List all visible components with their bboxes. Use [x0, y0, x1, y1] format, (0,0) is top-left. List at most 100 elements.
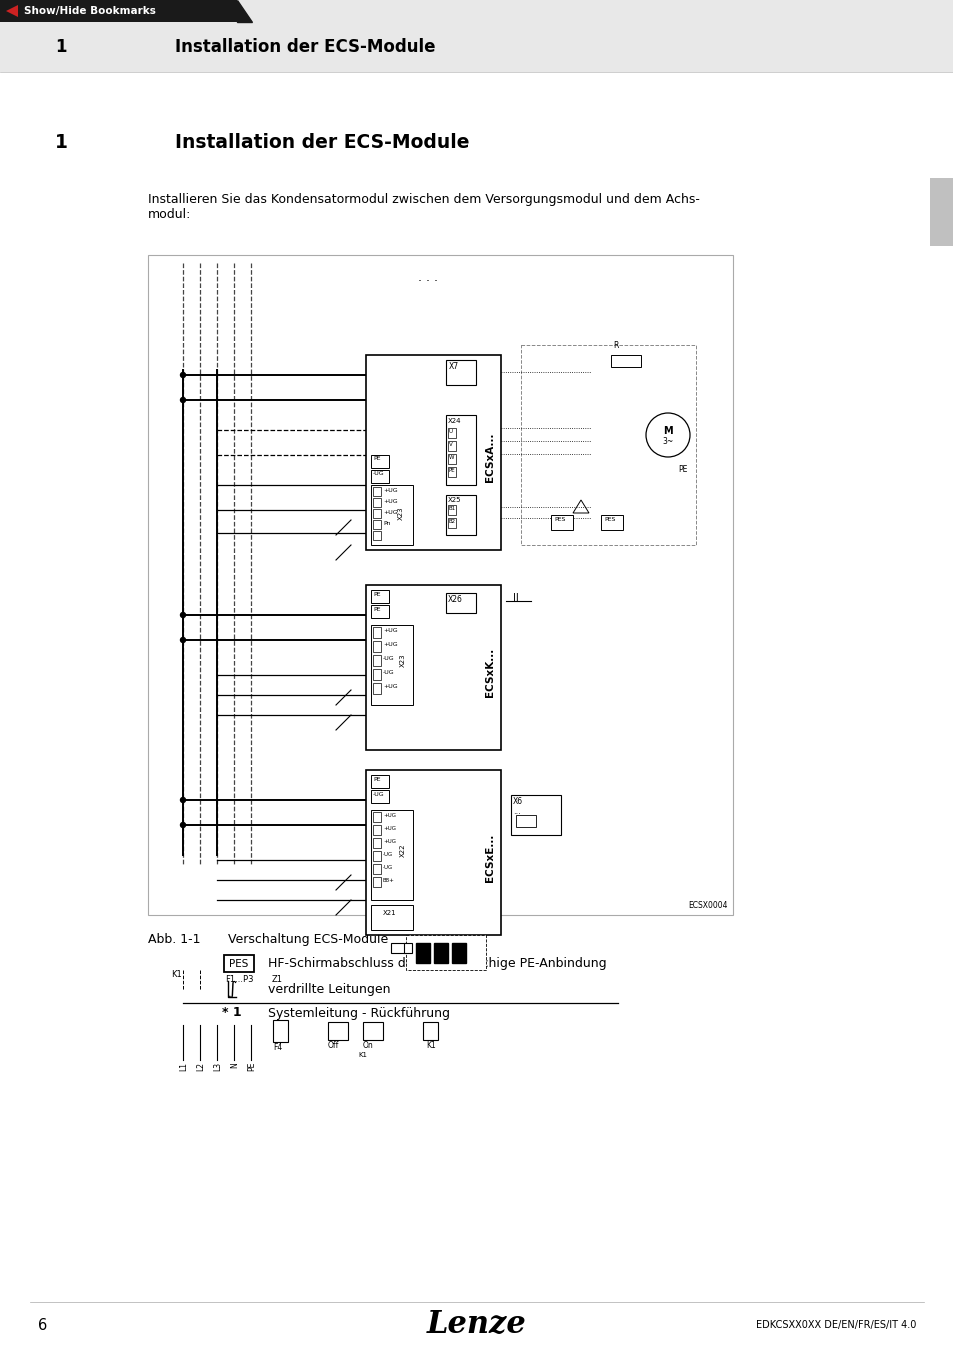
Text: X22: X22	[399, 843, 406, 857]
Bar	[403, 943, 412, 952]
Text: ECSxA...: ECSxA...	[484, 432, 495, 482]
Text: U: U	[449, 430, 453, 434]
Bar	[511, 794, 560, 835]
Polygon shape	[236, 0, 252, 22]
Bar	[373, 825, 380, 835]
Text: PE: PE	[373, 607, 380, 612]
Text: II: II	[513, 593, 518, 603]
Text: K1: K1	[357, 1052, 367, 1058]
Bar	[363, 1021, 382, 1040]
Text: PE: PE	[678, 465, 687, 474]
Bar	[0, 0, 236, 22]
Text: -UG: -UG	[382, 865, 393, 870]
Bar	[373, 520, 380, 530]
Bar	[273, 1020, 288, 1042]
Text: 1: 1	[55, 134, 68, 153]
Bar	[600, 515, 622, 530]
Text: L1: L1	[179, 1062, 188, 1071]
Text: ECSX0004: ECSX0004	[688, 901, 727, 911]
Text: X25: X25	[448, 497, 461, 503]
Bar	[373, 486, 380, 496]
Text: X6: X6	[513, 797, 522, 807]
Bar	[371, 470, 389, 484]
Bar	[448, 440, 456, 451]
Bar	[434, 943, 448, 963]
Bar	[516, 815, 536, 827]
Text: ∫: ∫	[227, 979, 236, 998]
Bar	[366, 585, 500, 750]
Bar	[371, 455, 389, 467]
Text: R: R	[613, 340, 618, 350]
Text: EDKCSXX0XX DE/EN/FR/ES/IT 4.0: EDKCSXX0XX DE/EN/FR/ES/IT 4.0	[755, 1320, 915, 1329]
Bar	[520, 345, 696, 544]
Bar	[148, 255, 732, 915]
Text: * 1: * 1	[222, 1006, 241, 1020]
Bar	[373, 812, 380, 821]
Bar	[366, 770, 500, 935]
Text: 1: 1	[55, 38, 67, 55]
Text: +UG: +UG	[382, 825, 395, 831]
Bar	[373, 684, 380, 694]
Circle shape	[180, 612, 185, 617]
Text: Show/Hide Bookmarks: Show/Hide Bookmarks	[24, 5, 155, 16]
Bar	[371, 790, 389, 802]
Text: +UG: +UG	[382, 839, 395, 844]
Text: On: On	[363, 1042, 374, 1050]
Bar	[373, 499, 380, 507]
Bar	[373, 865, 380, 874]
Text: W: W	[449, 455, 454, 459]
Text: L3: L3	[213, 1062, 222, 1071]
Bar	[929, 178, 953, 246]
Text: L2: L2	[195, 1062, 205, 1071]
FancyBboxPatch shape	[224, 955, 253, 971]
Text: PES: PES	[554, 517, 565, 521]
Circle shape	[180, 797, 185, 802]
Text: +UG: +UG	[382, 509, 397, 515]
Bar	[371, 811, 413, 900]
Text: B1: B1	[449, 507, 456, 511]
Text: 6: 6	[38, 1317, 48, 1332]
Text: +UG: +UG	[382, 642, 397, 647]
Text: -UG: -UG	[382, 670, 395, 676]
Text: ...: ...	[513, 807, 520, 816]
Text: · · ·: · · ·	[417, 276, 437, 288]
Text: +UG: +UG	[382, 628, 397, 634]
Bar	[422, 1021, 437, 1040]
Bar	[452, 943, 465, 963]
Bar	[406, 935, 485, 970]
Text: Z1: Z1	[272, 975, 283, 984]
Bar	[446, 415, 476, 485]
Text: B2: B2	[449, 519, 456, 524]
Text: X7: X7	[449, 362, 458, 372]
Text: X23: X23	[397, 507, 403, 520]
Bar	[373, 851, 380, 861]
Bar	[448, 505, 456, 515]
Text: Pn: Pn	[382, 521, 390, 526]
Text: -UG: -UG	[382, 852, 393, 857]
Bar	[373, 627, 380, 638]
Text: PES: PES	[229, 959, 249, 969]
Text: PE: PE	[373, 457, 380, 461]
Circle shape	[180, 373, 185, 377]
Circle shape	[180, 823, 185, 828]
Text: HF-Schirmabschluss durch großflächige PE-Anbindung: HF-Schirmabschluss durch großflächige PE…	[268, 958, 606, 970]
Text: ECSxE...: ECSxE...	[484, 834, 495, 882]
Text: PES: PES	[603, 517, 615, 521]
Text: V: V	[449, 442, 453, 447]
Bar	[371, 905, 413, 929]
Text: +UG: +UG	[382, 488, 397, 493]
Bar	[366, 355, 500, 550]
Bar	[610, 355, 640, 367]
Text: Installation der ECS-Module: Installation der ECS-Module	[174, 38, 435, 55]
Text: Lenze: Lenze	[427, 1309, 526, 1340]
Text: -UG: -UG	[382, 657, 395, 661]
Bar	[448, 517, 456, 528]
Text: modul:: modul:	[148, 208, 192, 222]
Bar	[371, 590, 389, 603]
Text: Installation der ECS-Module: Installation der ECS-Module	[174, 134, 469, 153]
Text: +UG: +UG	[382, 684, 397, 689]
Text: M: M	[662, 426, 672, 436]
Text: PE: PE	[373, 777, 380, 782]
Circle shape	[180, 397, 185, 403]
Text: Verschaltung ECS-Module: Verschaltung ECS-Module	[228, 934, 388, 946]
